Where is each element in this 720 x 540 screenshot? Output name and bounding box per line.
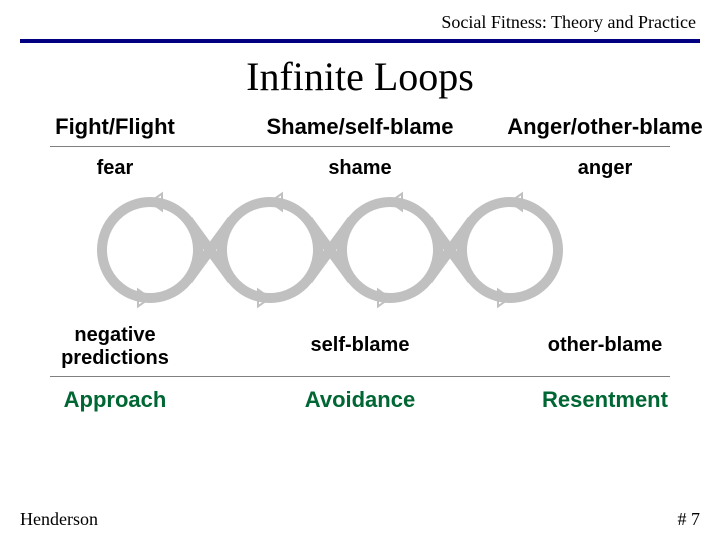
footer-author: Henderson xyxy=(20,509,98,530)
outcome-avoidance: Avoidance xyxy=(230,387,490,413)
divider-2 xyxy=(50,376,670,377)
column-headers: Fight/Flight Shame/self-blame Anger/othe… xyxy=(0,114,720,140)
loops-diagram xyxy=(0,180,720,320)
label-anger: anger xyxy=(490,157,720,180)
label-fear: fear xyxy=(0,157,230,180)
col-fight-flight: Fight/Flight xyxy=(0,114,230,140)
label-other-blame: other-blame xyxy=(490,324,720,370)
col-shame: Shame/self-blame xyxy=(230,114,490,140)
header-rule xyxy=(20,39,700,43)
outcome-approach: Approach xyxy=(0,387,230,413)
outcome-resentment: Resentment xyxy=(490,387,720,413)
divider-1 xyxy=(50,146,670,147)
footer: Henderson # 7 xyxy=(20,509,700,530)
label-self-blame: self-blame xyxy=(230,324,490,370)
page-title: Infinite Loops xyxy=(0,53,720,100)
label-negative-predictions: negative predictions xyxy=(0,324,230,370)
bottom-labels: negative predictions self-blame other-bl… xyxy=(0,324,720,370)
footer-page: # 7 xyxy=(678,509,701,530)
label-negative: negative xyxy=(74,324,155,346)
col-anger: Anger/other-blame xyxy=(490,114,720,140)
course-title: Social Fitness: Theory and Practice xyxy=(0,12,696,33)
label-predictions: predictions xyxy=(61,347,169,369)
top-labels: fear shame anger xyxy=(0,157,720,180)
outcomes-row: Approach Avoidance Resentment xyxy=(0,387,720,413)
label-shame: shame xyxy=(230,157,490,180)
